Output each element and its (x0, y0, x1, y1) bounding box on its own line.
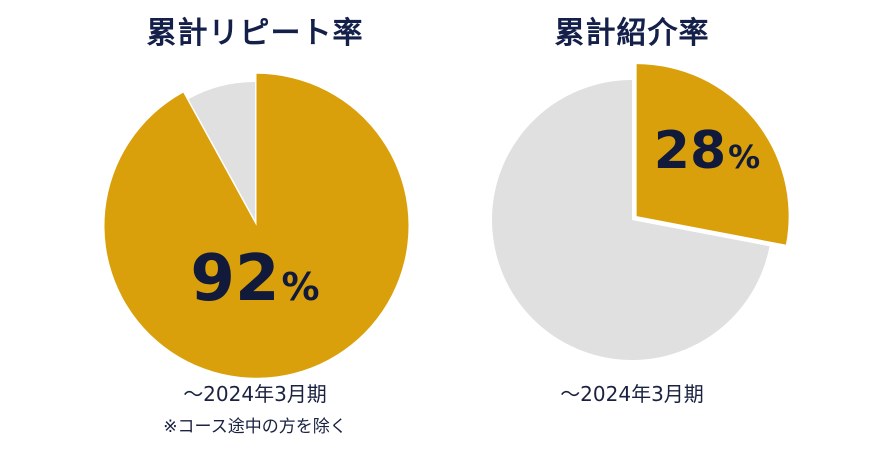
footnote: ※コース途中の方を除く (163, 417, 347, 437)
period-label: 〜2024年3月期 (183, 382, 327, 406)
pie-slice-rest (188, 82, 255, 220)
period-label: 〜2024年3月期 (560, 382, 704, 406)
pie-value-label: 92% (190, 242, 319, 316)
repeat-rate-panel: 累計リピート率 92% 〜2024年3月期 ※コース途中の方を除く (55, 0, 455, 460)
repeat-rate-pie: 92% (104, 73, 409, 378)
pie-slice-rest (491, 80, 770, 360)
pie-value-label: 28% (654, 121, 760, 181)
referral-rate-pie: 28% (491, 64, 789, 360)
chart-title: 累計リピート率 (146, 16, 364, 51)
pie-slice-referral (636, 64, 789, 245)
chart-title: 累計紹介率 (554, 16, 710, 51)
pie-slice-repeat (104, 73, 409, 378)
referral-rate-panel: 累計紹介率 28% 〜2024年3月期 (432, 0, 832, 460)
